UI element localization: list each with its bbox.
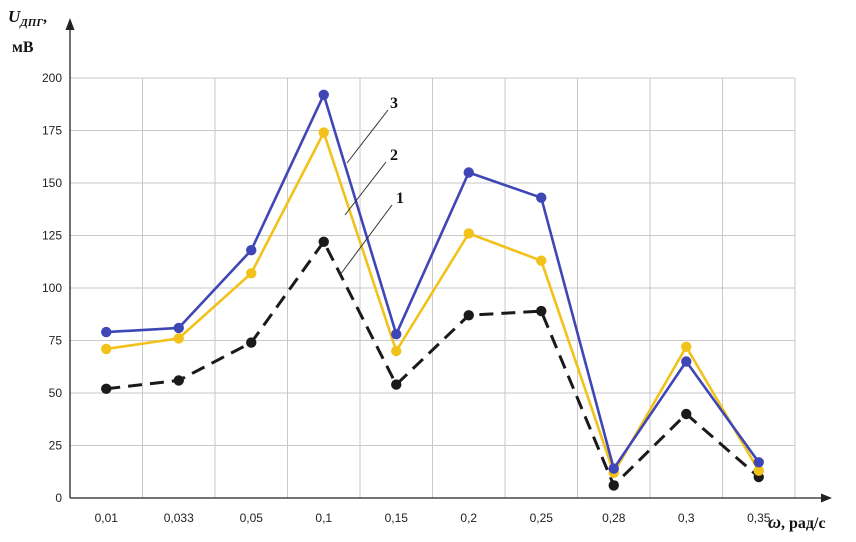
y-tick-label: 75 bbox=[49, 334, 63, 348]
data-point bbox=[246, 268, 257, 279]
callout-line-1 bbox=[339, 204, 393, 276]
data-point bbox=[173, 333, 184, 344]
y-tick-label: 150 bbox=[42, 176, 62, 190]
x-tick-label: 0,35 bbox=[747, 511, 771, 525]
callout-line-3 bbox=[346, 109, 389, 164]
series-line bbox=[106, 93, 760, 470]
data-point bbox=[608, 480, 619, 491]
data-point bbox=[536, 192, 547, 203]
axes bbox=[65, 18, 832, 503]
callout-label-2: 2 bbox=[390, 147, 398, 164]
x-tick-label: 0,033 bbox=[164, 511, 194, 525]
callout-label-1: 1 bbox=[396, 190, 404, 207]
x-tick-label: 0,2 bbox=[460, 511, 477, 525]
data-point bbox=[391, 329, 402, 340]
x-tick-label: 0,28 bbox=[602, 511, 626, 525]
series-line bbox=[106, 131, 760, 475]
y-tick-labels: 0 25 50 75 100 125 150 175 200 bbox=[42, 71, 62, 505]
y-tick-label: 175 bbox=[42, 124, 62, 138]
data-point bbox=[318, 89, 329, 101]
x-tick-label: 0,25 bbox=[530, 511, 554, 525]
y-tick-label: 125 bbox=[42, 229, 62, 243]
series-line bbox=[106, 240, 760, 487]
x-axis-label: ω, рад/с bbox=[768, 512, 826, 532]
data-point bbox=[463, 228, 474, 239]
y-axis-label: UДПГ, bbox=[8, 7, 47, 29]
y-tick-label: 100 bbox=[42, 281, 62, 295]
x-tick-label: 0,3 bbox=[678, 511, 695, 525]
data-point bbox=[681, 408, 692, 420]
y-axis-unit: мВ bbox=[12, 39, 34, 56]
data-point bbox=[463, 167, 474, 178]
data-point bbox=[318, 236, 329, 247]
x-tick-label: 0,05 bbox=[240, 511, 264, 525]
series-3 bbox=[101, 89, 764, 474]
y-axis-arrow bbox=[65, 18, 75, 30]
grid bbox=[70, 77, 796, 498]
data-point bbox=[318, 127, 329, 138]
data-point bbox=[681, 341, 692, 352]
data-point bbox=[101, 326, 112, 338]
y-tick-label: 200 bbox=[42, 71, 62, 85]
data-point bbox=[101, 343, 112, 355]
x-tick-labels: 0,01 0,033 0,05 0,1 0,15 0,2 0,25 0,28 0,3 0,35 bbox=[95, 511, 771, 525]
data-point bbox=[608, 463, 619, 474]
data-point bbox=[536, 305, 547, 317]
callout-line-2 bbox=[344, 161, 387, 216]
data-point bbox=[753, 465, 764, 476]
data-point bbox=[536, 255, 547, 266]
data-point bbox=[753, 457, 764, 468]
x-tick-label: 0,01 bbox=[95, 511, 119, 525]
data-point bbox=[681, 356, 692, 367]
series bbox=[101, 89, 764, 491]
data-point bbox=[246, 337, 257, 348]
data-point bbox=[463, 310, 474, 321]
x-tick-label: 0,15 bbox=[385, 511, 409, 525]
y-tick-label: 0 bbox=[55, 491, 62, 505]
data-point bbox=[246, 245, 257, 256]
callout-label-3: 3 bbox=[390, 95, 398, 112]
data-point bbox=[391, 379, 402, 390]
data-point bbox=[101, 383, 112, 394]
data-point bbox=[391, 345, 402, 357]
y-tick-label: 50 bbox=[49, 386, 63, 400]
data-point bbox=[173, 375, 184, 386]
curve-callouts: 3 2 1 bbox=[339, 95, 404, 276]
x-tick-label: 0,1 bbox=[315, 511, 332, 525]
series-2 bbox=[101, 127, 764, 478]
data-point bbox=[173, 322, 184, 334]
y-tick-label: 25 bbox=[49, 439, 63, 453]
x-axis-arrow bbox=[821, 493, 832, 503]
